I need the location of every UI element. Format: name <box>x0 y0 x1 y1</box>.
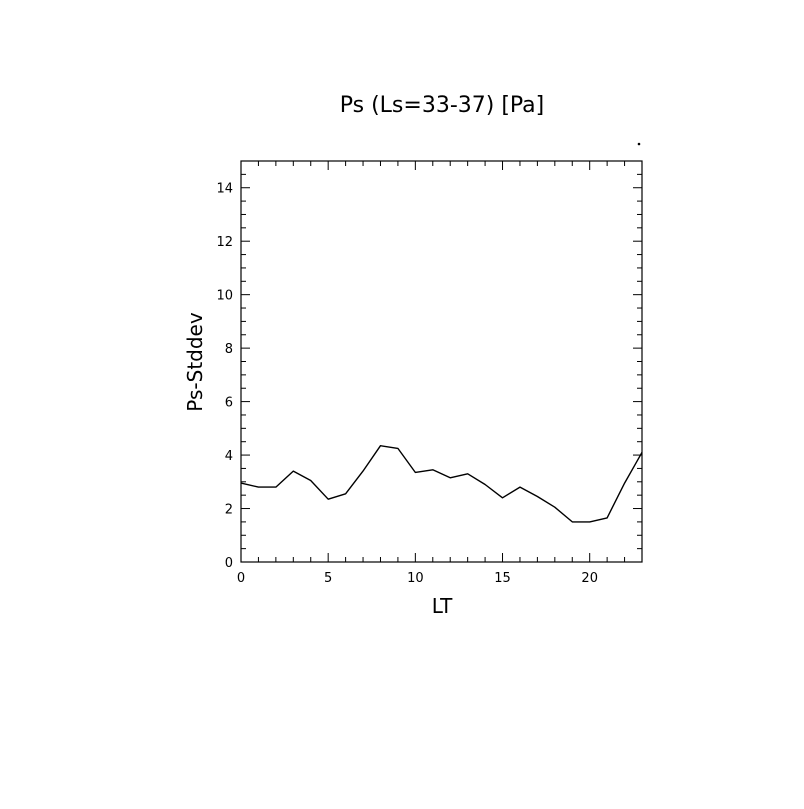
y-tick-label: 12 <box>216 235 233 250</box>
axis-ticks <box>240 160 643 563</box>
series-line <box>240 445 643 523</box>
y-axis-label: Ps-Stddev <box>183 312 207 412</box>
series-layer <box>240 445 643 523</box>
y-tick-label: 8 <box>225 342 233 357</box>
y-tick-label: 10 <box>216 289 233 304</box>
corner-dot <box>637 142 641 146</box>
x-tick-label: 15 <box>494 571 511 586</box>
y-tick-label: 14 <box>216 182 233 197</box>
chart-title: Ps (Ls=33-37) [Pa] <box>340 93 545 118</box>
y-tick-label: 6 <box>225 396 233 411</box>
x-tick-label: 0 <box>237 571 245 586</box>
plot-frame <box>240 160 643 563</box>
tick-labels: 0 5 10 15 20 0 2 4 6 8 10 12 14 <box>216 182 598 586</box>
x-tick-label: 10 <box>407 571 424 586</box>
x-tick-label: 20 <box>581 571 598 586</box>
y-tick-label: 2 <box>225 503 233 518</box>
x-tick-label: 5 <box>324 571 332 586</box>
y-tick-label: 0 <box>225 556 233 571</box>
y-tick-label: 4 <box>225 449 233 464</box>
x-axis-label: LT <box>432 594 453 618</box>
